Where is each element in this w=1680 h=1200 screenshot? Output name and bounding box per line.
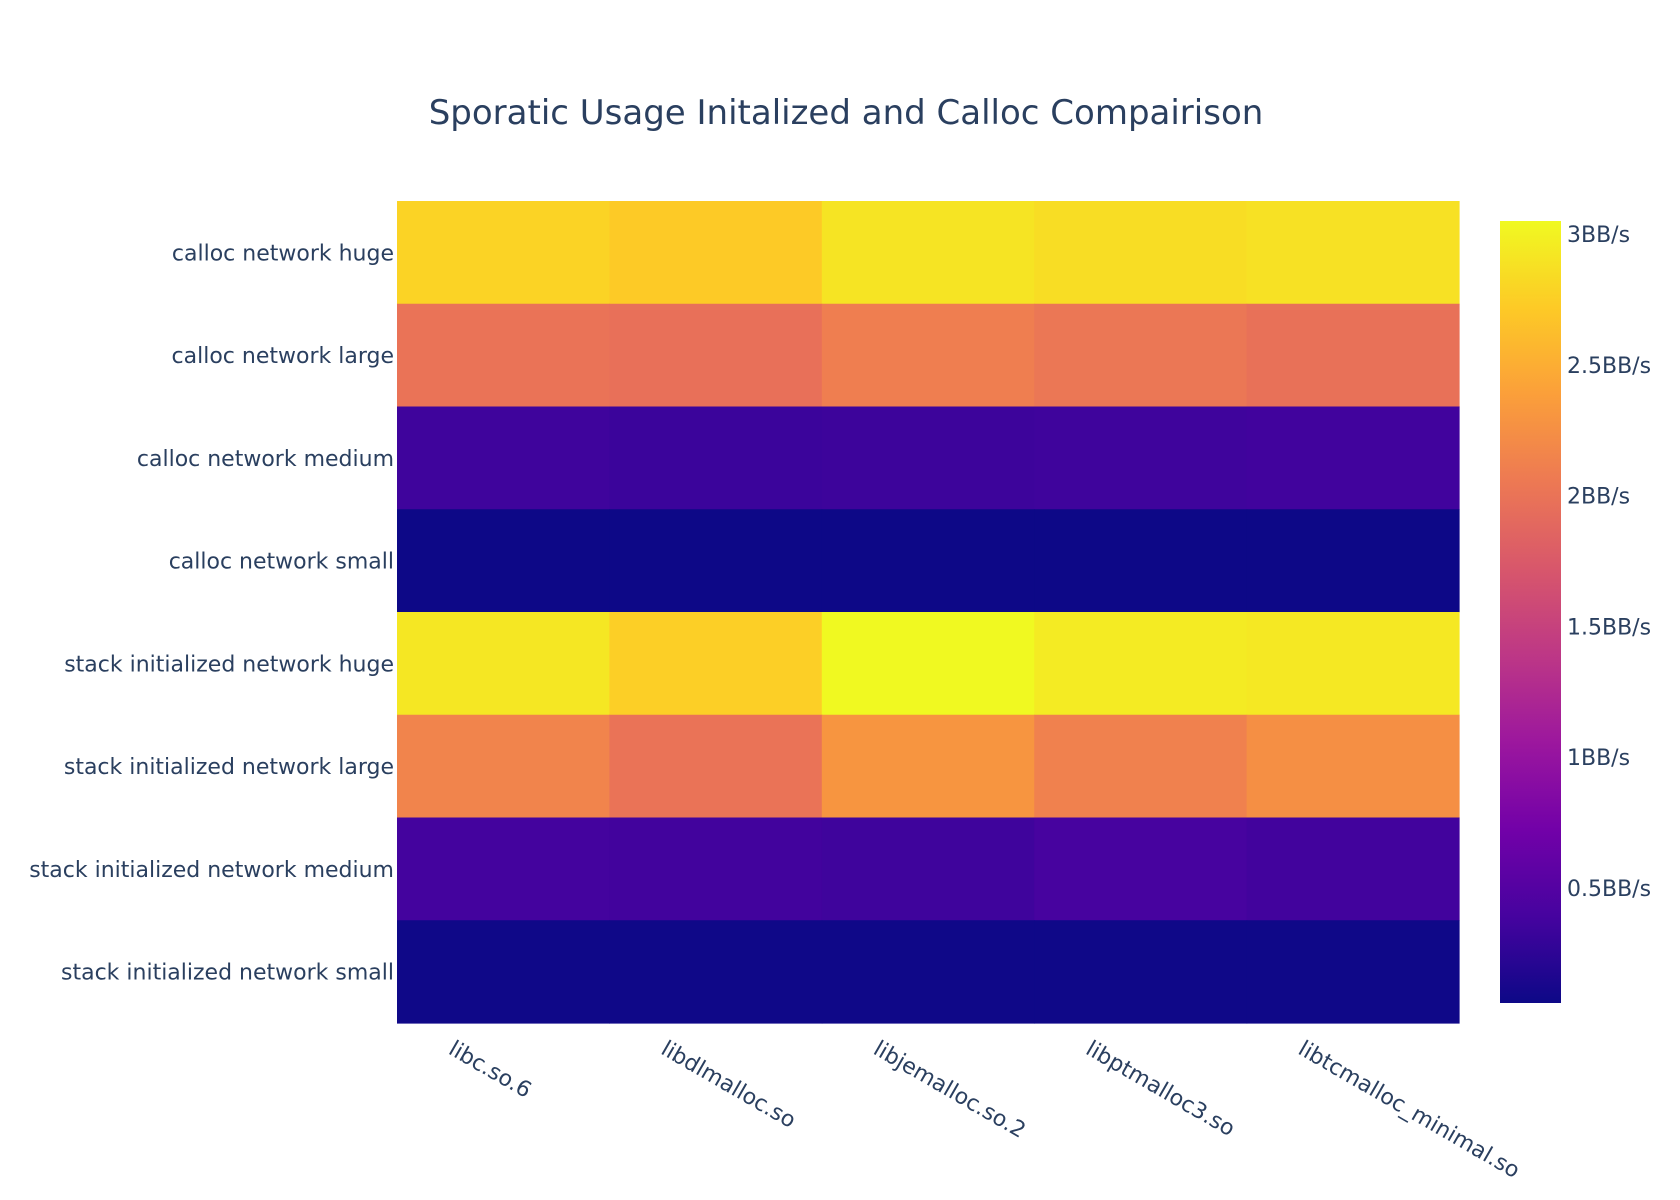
x-tick-label: libjemalloc.so.2	[869, 1037, 1030, 1144]
heatmap-cell	[821, 509, 1035, 613]
heatmap-cell	[609, 920, 823, 1024]
heatmap-cell	[1034, 817, 1248, 921]
heatmap-cell	[1034, 406, 1248, 510]
x-tick-label: libtcmalloc_minimal.so	[1294, 1037, 1524, 1184]
x-tick-label: libptmalloc3.so	[1081, 1037, 1238, 1142]
y-tick-label: stack initialized network huge	[64, 652, 394, 677]
y-axis-tick-labels: calloc network huge calloc network large c…	[29, 241, 394, 985]
heatmap-cell	[821, 612, 1035, 716]
heatmap-cell	[821, 303, 1035, 408]
heatmap-cell	[821, 406, 1035, 510]
colorbar-tick-label: 2.5BB/s	[1567, 354, 1651, 379]
heatmap-cell	[609, 817, 823, 921]
colorbar-tick-label: 3BB/s	[1567, 223, 1630, 248]
heatmap-cell	[1246, 612, 1460, 716]
heatmap-cell	[609, 303, 823, 408]
heatmap-cell	[1246, 714, 1460, 819]
colorbar-tick-label: 1.5BB/s	[1567, 615, 1651, 640]
y-tick-label: stack initialized network large	[64, 755, 394, 780]
colorbar-tick-label: 1BB/s	[1567, 746, 1630, 771]
heatmap-cell	[1034, 201, 1248, 305]
heatmap-cell	[609, 406, 823, 510]
y-tick-label: calloc network large	[172, 344, 394, 369]
x-tick-label: libc.so.6	[444, 1037, 535, 1104]
heatmap-cell	[1246, 303, 1460, 408]
heatmap-cell	[609, 509, 823, 613]
heatmap-cell	[397, 303, 610, 408]
heatmap-cell	[821, 817, 1035, 921]
heatmap-cell	[1034, 920, 1248, 1024]
colorbar: 0.5BB/s 1BB/s 1.5BB/s 2BB/s 2.5BB/s 3BB/s	[1500, 221, 1651, 1003]
heatmap-cell	[609, 201, 823, 305]
heatmap-cell	[397, 406, 610, 510]
heatmap-cell	[397, 817, 610, 921]
x-tick-label: libdlmalloc.so	[657, 1037, 800, 1134]
heatmap-cell	[397, 920, 610, 1024]
heatmap-cell	[1034, 303, 1248, 408]
y-tick-label: calloc network medium	[137, 447, 394, 472]
heatmap-cell	[821, 920, 1035, 1024]
heatmap-cell	[397, 509, 610, 613]
y-tick-label: stack initialized network medium	[29, 858, 394, 883]
heatmap-cell	[397, 714, 610, 819]
heatmap-cells	[397, 201, 1460, 1024]
heatmap-cell	[397, 201, 610, 305]
heatmap-cell	[821, 201, 1035, 305]
heatmap-cell	[1246, 817, 1460, 921]
heatmap-cell	[397, 612, 610, 716]
y-tick-label: calloc network small	[169, 550, 394, 575]
heatmap-cell	[1246, 509, 1460, 613]
heatmap-cell	[609, 612, 823, 716]
heatmap-cell	[1034, 509, 1248, 613]
x-axis-tick-labels: libc.so.6 libdlmalloc.so libjemalloc.so.2 l…	[444, 1037, 1524, 1184]
colorbar-tick-label: 0.5BB/s	[1567, 877, 1651, 902]
heatmap-cell	[609, 714, 823, 819]
heatmap-cell	[821, 714, 1035, 819]
heatmap-cell	[1034, 714, 1248, 819]
chart-title: Sporatic Usage Initalized and Calloc Com…	[429, 93, 1264, 133]
heatmap-cell	[1034, 612, 1248, 716]
heatmap-cell	[1246, 201, 1460, 305]
y-tick-label: calloc network huge	[172, 241, 394, 266]
y-tick-label: stack initialized network small	[61, 961, 394, 986]
colorbar-gradient	[1500, 221, 1561, 1003]
heatmap-cell	[1246, 406, 1460, 510]
colorbar-tick-label: 2BB/s	[1567, 485, 1630, 510]
heatmap-cell	[1246, 920, 1460, 1024]
